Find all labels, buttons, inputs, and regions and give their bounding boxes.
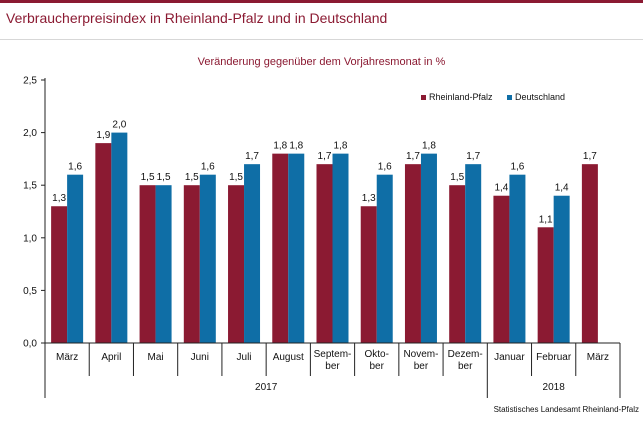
bar-value-label: 1,7 <box>245 151 259 162</box>
bar-value-label: 1,5 <box>450 172 464 183</box>
y-tick-label: 2,0 <box>23 128 37 139</box>
year-label: 2017 <box>255 382 278 393</box>
bar-value-label: 1,1 <box>539 214 553 225</box>
bar-value-label: 1,4 <box>555 183 569 194</box>
bar-rheinland-pfalz <box>537 227 554 343</box>
bar-rheinland-pfalz <box>449 185 466 343</box>
x-tick-label: Januar <box>494 352 525 363</box>
bar-value-label: 1,6 <box>510 162 524 173</box>
chart-title: Verbraucherpreisindex in Rheinland-Pfalz… <box>6 10 388 26</box>
legend-label-rheinland-pfalz: Rheinland-Pfalz <box>429 92 493 102</box>
legend-label-deutschland: Deutschland <box>515 92 565 102</box>
x-tick-label: Juni <box>191 352 209 363</box>
bar-deutschland <box>553 195 570 343</box>
bar-value-label: 1,8 <box>422 141 436 152</box>
y-tick-label: 2,5 <box>23 76 37 87</box>
x-tick-label: April <box>101 352 121 363</box>
bar-rheinland-pfalz <box>404 164 421 343</box>
x-tick-label: Mai <box>148 352 164 363</box>
year-label: 2018 <box>543 382 566 393</box>
y-tick-label: 1,0 <box>23 233 37 244</box>
bar-value-label: 1,8 <box>273 141 287 152</box>
bar-value-label: 1,8 <box>334 141 348 152</box>
bar-rheinland-pfalz <box>581 164 598 343</box>
bar-rheinland-pfalz <box>51 206 68 343</box>
bar-rheinland-pfalz <box>272 153 289 343</box>
bar-deutschland <box>376 174 393 343</box>
bar-rheinland-pfalz <box>139 185 156 343</box>
bar-deutschland <box>111 132 128 343</box>
x-tick-label: Septem- <box>314 349 352 360</box>
y-tick-label: 1,5 <box>23 181 37 192</box>
bar-rheinland-pfalz <box>360 206 377 343</box>
x-tick-label: ber <box>370 361 385 372</box>
bar-value-label: 1,3 <box>52 193 66 204</box>
bar-value-label: 1,5 <box>141 172 155 183</box>
bar-value-label: 1,9 <box>96 130 110 141</box>
bar-value-label: 1,4 <box>494 183 508 194</box>
bar-value-label: 1,3 <box>362 193 376 204</box>
x-tick-label: August <box>273 352 304 363</box>
x-tick-label: März <box>56 352 78 363</box>
source-note: Statistisches Landesamt Rheinland-Pfalz <box>493 405 639 414</box>
bar-value-label: 1,7 <box>583 151 597 162</box>
title-divider <box>0 39 643 40</box>
bar-value-label: 1,5 <box>229 172 243 183</box>
bar-rheinland-pfalz <box>493 195 510 343</box>
bar-deutschland <box>67 174 84 343</box>
x-tick-label: März <box>587 352 609 363</box>
bar-deutschland <box>465 164 482 343</box>
bar-deutschland <box>244 164 261 343</box>
bar-deutschland <box>155 185 172 343</box>
legend-swatch-deutschland <box>507 95 512 100</box>
bar-deutschland <box>509 174 526 343</box>
x-tick-label: ber <box>414 361 429 372</box>
y-tick-label: 0,5 <box>23 286 37 297</box>
x-tick-label: Februar <box>536 352 572 363</box>
top-accent-bar <box>0 0 643 3</box>
bar-value-label: 1,8 <box>289 141 303 152</box>
bar-value-label: 1,7 <box>466 151 480 162</box>
bar-deutschland <box>288 153 305 343</box>
bar-value-label: 1,5 <box>157 172 171 183</box>
legend-swatch-rheinland-pfalz <box>421 95 426 100</box>
bar-rheinland-pfalz <box>95 143 112 343</box>
bar-value-label: 1,7 <box>318 151 332 162</box>
x-tick-label: ber <box>458 361 473 372</box>
bar-rheinland-pfalz <box>183 185 200 343</box>
bar-value-label: 1,6 <box>378 162 392 173</box>
bar-rheinland-pfalz <box>316 164 333 343</box>
bar-value-label: 1,7 <box>406 151 420 162</box>
x-tick-label: Okto- <box>365 349 389 360</box>
x-tick-label: Novem- <box>403 349 438 360</box>
bar-value-label: 1,5 <box>185 172 199 183</box>
bar-deutschland <box>199 174 216 343</box>
bar-deutschland <box>420 153 437 343</box>
bar-rheinland-pfalz <box>228 185 245 343</box>
x-tick-label: Dezem- <box>448 349 483 360</box>
chart-subtitle: Veränderung gegenüber dem Vorjahresmonat… <box>197 56 446 68</box>
bar-value-label: 1,6 <box>68 162 82 173</box>
bar-deutschland <box>332 153 349 343</box>
x-tick-label: Juli <box>237 352 252 363</box>
y-tick-label: 0,0 <box>23 339 37 350</box>
x-tick-label: ber <box>325 361 340 372</box>
bar-value-label: 1,6 <box>201 162 215 173</box>
bar-value-label: 2,0 <box>112 120 126 131</box>
